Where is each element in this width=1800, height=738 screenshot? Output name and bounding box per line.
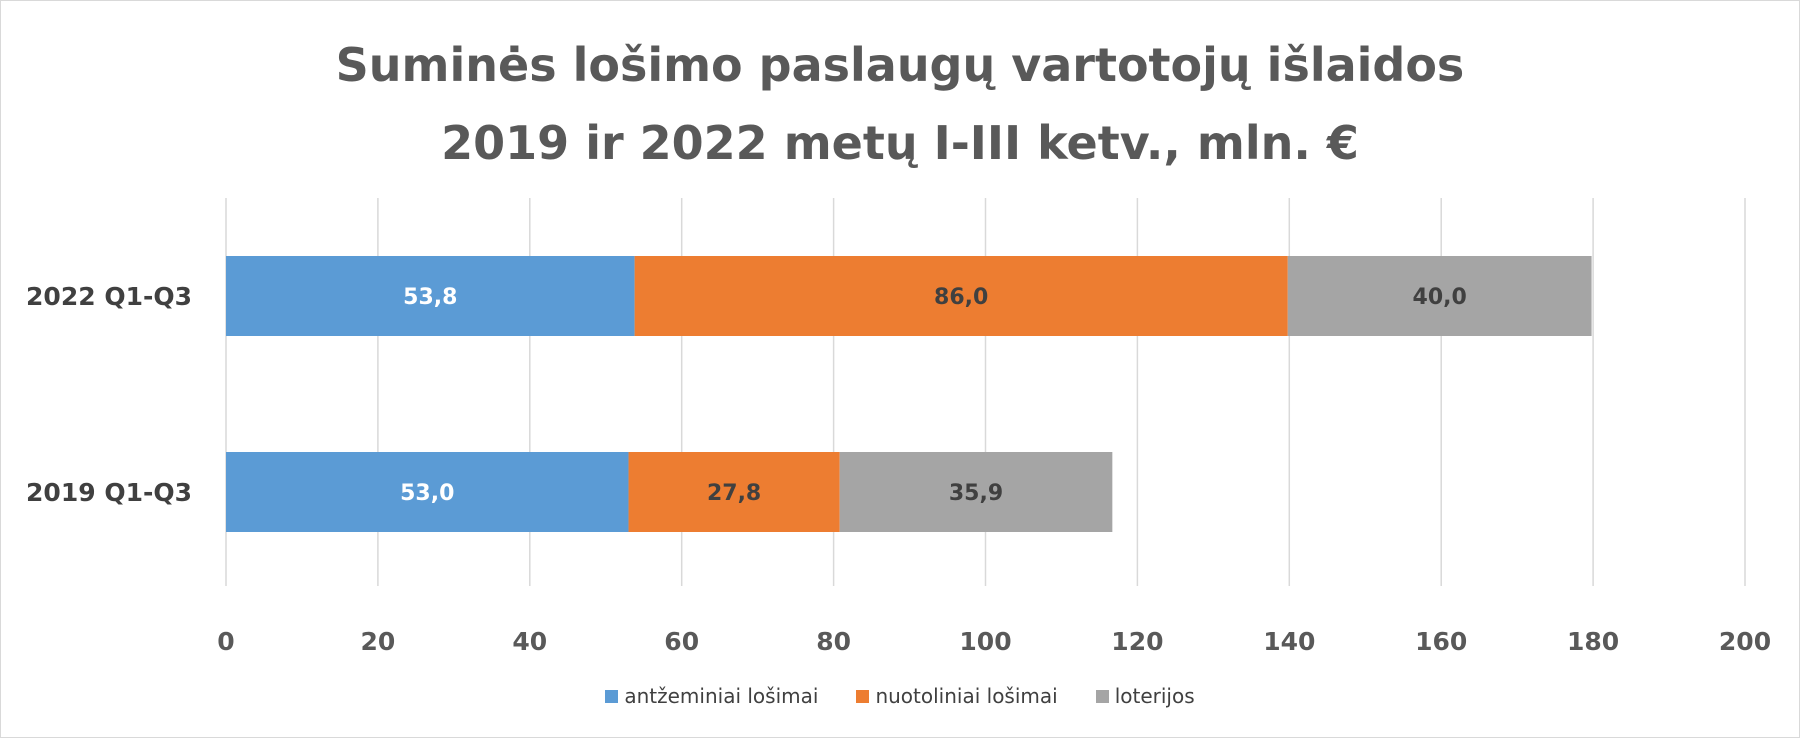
x-tick-label: 0 [217,627,234,656]
x-tick-label: 100 [959,627,1011,656]
data-label: 35,9 [949,481,1003,506]
bar-segment [628,452,840,532]
legend-item-antzeminiai: antžeminiai lošimai [605,684,818,708]
x-tick-label: 60 [664,627,699,656]
data-label: 40,0 [1413,285,1467,310]
x-tick-label: 80 [816,627,851,656]
x-tick-label: 200 [1719,627,1771,656]
x-tick-label: 20 [361,627,396,656]
legend-item-nuotoliniai: nuotoliniai lošimai [856,684,1058,708]
data-label: 27,8 [707,481,761,506]
legend-swatch-antzeminiai [605,689,619,703]
x-tick-label: 180 [1567,627,1619,656]
legend-item-loterijos: loterijos [1095,684,1195,708]
data-label: 53,0 [400,481,454,506]
bar-segment [226,256,635,336]
chart-title-line-2: 2019 ir 2022 metų I-III ketv., mln. € [441,116,1359,170]
bar-segment [1287,256,1592,336]
bar-segment [634,256,1288,336]
x-tick-label: 40 [512,627,547,656]
legend-label-nuotoliniai: nuotoliniai lošimai [875,684,1058,708]
y-category-label: 2022 Q1-Q3 [26,282,192,311]
x-tick-label: 120 [1111,627,1163,656]
bar-segment [839,452,1113,532]
bar-segment [226,452,629,532]
legend-swatch-loterijos [1095,689,1109,703]
data-label: 53,8 [403,285,457,310]
y-category-label: 2019 Q1-Q3 [26,478,192,507]
chart-title-line-1: Suminės lošimo paslaugų vartotojų išlaid… [335,38,1465,92]
chart-title: Suminės lošimo paslaugų vartotojų išlaid… [0,26,1800,182]
legend-label-loterijos: loterijos [1114,684,1195,708]
chart-legend: antžeminiai lošimai nuotoliniai lošimai … [0,684,1800,708]
legend-label-antzeminiai: antžeminiai lošimai [624,684,819,708]
x-tick-label: 140 [1263,627,1315,656]
x-tick-label: 160 [1415,627,1467,656]
data-label: 86,0 [934,285,988,310]
legend-swatch-nuotoliniai [856,689,870,703]
